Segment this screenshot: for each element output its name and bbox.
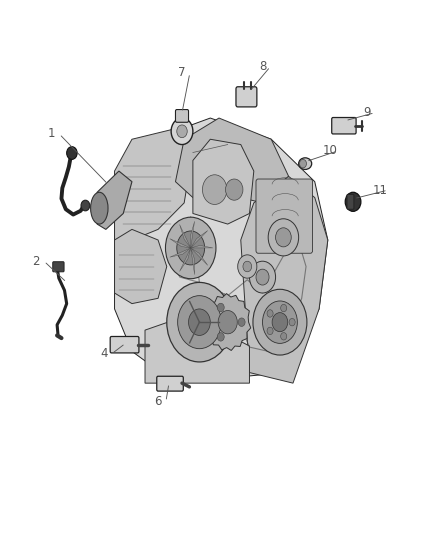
Circle shape (226, 179, 243, 200)
Polygon shape (97, 171, 132, 229)
Circle shape (300, 159, 307, 168)
Polygon shape (191, 248, 194, 274)
FancyBboxPatch shape (347, 195, 354, 209)
Circle shape (281, 333, 287, 340)
Polygon shape (176, 118, 289, 203)
Circle shape (218, 311, 237, 334)
Polygon shape (170, 239, 191, 248)
Circle shape (253, 289, 307, 355)
Polygon shape (190, 221, 194, 248)
Circle shape (268, 219, 299, 256)
Circle shape (202, 175, 227, 205)
Circle shape (256, 269, 269, 285)
Polygon shape (180, 248, 191, 271)
FancyBboxPatch shape (332, 117, 356, 134)
Text: 8: 8 (259, 60, 266, 73)
Text: 7: 7 (178, 67, 186, 79)
Polygon shape (204, 294, 251, 351)
Polygon shape (180, 224, 191, 248)
Circle shape (238, 318, 245, 326)
Circle shape (171, 118, 193, 144)
Circle shape (276, 228, 291, 247)
FancyBboxPatch shape (256, 179, 313, 253)
Polygon shape (191, 231, 208, 248)
Text: 6: 6 (154, 395, 162, 408)
Text: 9: 9 (363, 106, 371, 119)
Polygon shape (191, 248, 208, 265)
Circle shape (243, 261, 252, 272)
Circle shape (177, 125, 187, 138)
Circle shape (217, 333, 224, 341)
Circle shape (81, 200, 90, 211)
Text: 11: 11 (373, 184, 388, 197)
Circle shape (67, 147, 77, 159)
Circle shape (177, 231, 205, 265)
Circle shape (238, 255, 257, 278)
Circle shape (281, 304, 287, 312)
Circle shape (267, 310, 273, 317)
Text: 4: 4 (100, 348, 107, 360)
FancyBboxPatch shape (53, 262, 64, 272)
FancyBboxPatch shape (110, 336, 139, 353)
Polygon shape (145, 319, 250, 383)
FancyBboxPatch shape (176, 110, 188, 122)
Circle shape (289, 318, 295, 326)
Circle shape (178, 296, 221, 349)
Ellipse shape (299, 158, 312, 169)
Circle shape (188, 309, 210, 335)
Polygon shape (241, 176, 328, 383)
Circle shape (345, 192, 361, 212)
Circle shape (166, 217, 216, 279)
Text: 10: 10 (322, 144, 337, 157)
Polygon shape (193, 139, 254, 224)
Circle shape (217, 303, 224, 312)
Polygon shape (191, 245, 213, 248)
Circle shape (272, 313, 288, 332)
Polygon shape (115, 229, 167, 304)
Text: 1: 1 (48, 127, 55, 140)
Circle shape (250, 261, 276, 293)
FancyBboxPatch shape (157, 376, 184, 391)
Circle shape (262, 301, 297, 343)
Circle shape (267, 327, 273, 335)
Ellipse shape (91, 192, 108, 224)
Text: 2: 2 (32, 255, 40, 268)
Polygon shape (170, 248, 191, 257)
Circle shape (167, 282, 232, 362)
Polygon shape (115, 118, 328, 383)
Polygon shape (115, 128, 193, 240)
FancyBboxPatch shape (236, 87, 257, 107)
